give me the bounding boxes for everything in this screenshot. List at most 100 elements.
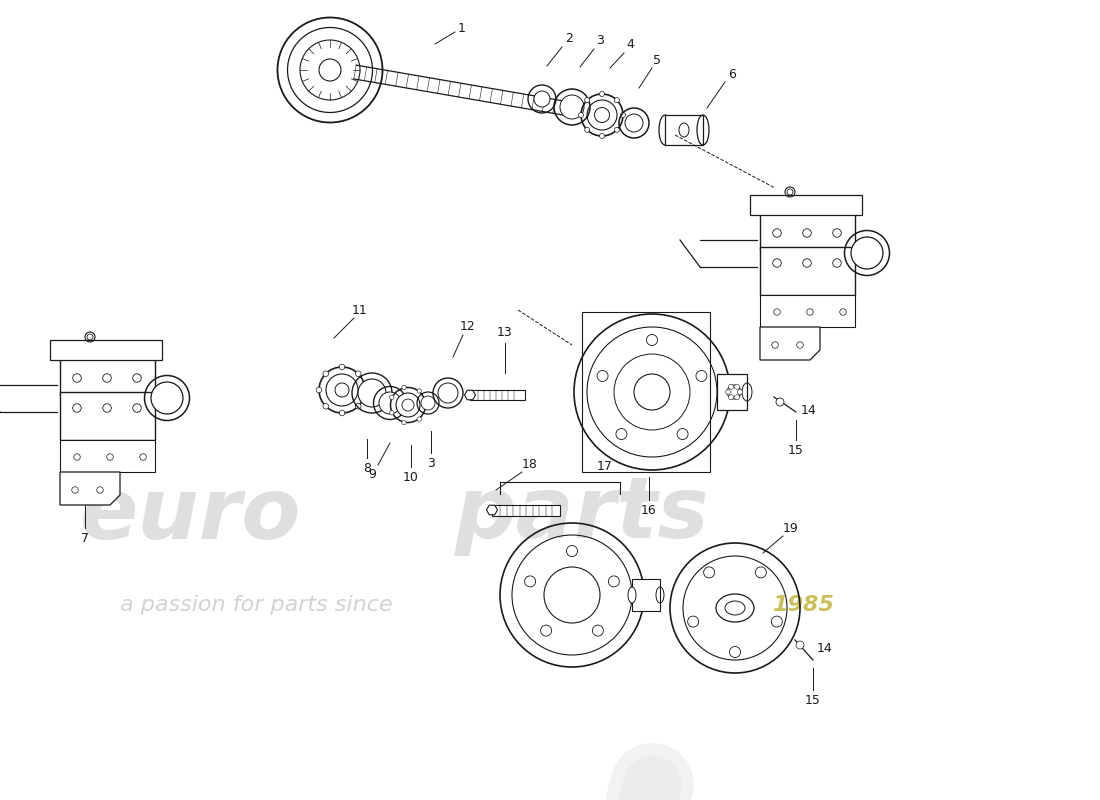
- Circle shape: [616, 429, 627, 439]
- Polygon shape: [760, 327, 820, 360]
- Ellipse shape: [625, 114, 644, 132]
- Circle shape: [593, 625, 604, 636]
- Circle shape: [608, 576, 619, 587]
- Ellipse shape: [379, 392, 401, 414]
- Circle shape: [540, 625, 551, 636]
- Ellipse shape: [336, 383, 349, 397]
- Circle shape: [402, 420, 406, 425]
- Text: 3: 3: [427, 457, 434, 470]
- Text: 8: 8: [363, 462, 371, 474]
- Circle shape: [323, 371, 329, 377]
- Circle shape: [756, 567, 767, 578]
- Ellipse shape: [319, 59, 341, 81]
- Text: 7: 7: [81, 533, 89, 546]
- Text: 4: 4: [626, 38, 634, 51]
- Ellipse shape: [358, 379, 386, 407]
- Text: 18: 18: [522, 458, 538, 470]
- Circle shape: [729, 646, 740, 658]
- Bar: [50, 340, 162, 360]
- Circle shape: [402, 386, 406, 390]
- Circle shape: [735, 394, 739, 400]
- Text: 14: 14: [801, 403, 817, 417]
- Text: 15: 15: [805, 694, 821, 706]
- Circle shape: [316, 387, 322, 393]
- Bar: [717, 374, 747, 410]
- Bar: [760, 247, 855, 295]
- Circle shape: [597, 370, 608, 382]
- Circle shape: [417, 417, 421, 422]
- Circle shape: [614, 127, 619, 132]
- Ellipse shape: [402, 399, 414, 411]
- Circle shape: [696, 370, 707, 382]
- Text: 3: 3: [596, 34, 604, 47]
- Circle shape: [362, 387, 367, 393]
- Ellipse shape: [438, 383, 458, 403]
- Circle shape: [796, 641, 804, 649]
- Circle shape: [585, 98, 590, 102]
- Circle shape: [728, 384, 734, 390]
- Ellipse shape: [679, 123, 689, 137]
- Text: 13: 13: [497, 326, 513, 339]
- Circle shape: [634, 374, 670, 410]
- Bar: [760, 210, 855, 250]
- Circle shape: [771, 616, 782, 627]
- Text: 17: 17: [597, 461, 613, 474]
- Circle shape: [620, 113, 626, 118]
- Text: 14: 14: [817, 642, 833, 654]
- Circle shape: [339, 364, 344, 370]
- Circle shape: [726, 390, 730, 394]
- Circle shape: [417, 389, 421, 393]
- Circle shape: [585, 127, 590, 132]
- Circle shape: [355, 403, 361, 409]
- Circle shape: [735, 384, 739, 390]
- Text: 6: 6: [728, 69, 736, 82]
- Bar: [492, 505, 560, 515]
- Circle shape: [727, 385, 741, 399]
- Circle shape: [600, 91, 605, 97]
- Text: 16: 16: [641, 503, 657, 517]
- Ellipse shape: [786, 189, 793, 195]
- Text: 12: 12: [460, 319, 476, 333]
- Ellipse shape: [594, 107, 609, 122]
- Circle shape: [728, 394, 734, 400]
- Ellipse shape: [87, 334, 94, 340]
- Bar: [60, 392, 155, 440]
- Text: 11: 11: [352, 303, 367, 317]
- Circle shape: [566, 546, 578, 557]
- Text: 1985: 1985: [772, 595, 834, 615]
- Circle shape: [389, 395, 394, 399]
- Bar: [470, 390, 525, 400]
- Circle shape: [579, 113, 583, 118]
- Ellipse shape: [534, 91, 550, 107]
- Circle shape: [424, 402, 428, 407]
- Circle shape: [688, 616, 698, 627]
- Circle shape: [544, 567, 600, 623]
- Bar: [582, 312, 710, 472]
- Circle shape: [525, 576, 536, 587]
- Bar: [632, 579, 660, 611]
- Ellipse shape: [151, 382, 183, 414]
- Bar: [60, 440, 155, 472]
- Text: 2: 2: [565, 33, 573, 46]
- Ellipse shape: [659, 115, 671, 145]
- Text: 19: 19: [783, 522, 799, 534]
- Circle shape: [647, 334, 658, 346]
- Circle shape: [355, 371, 361, 377]
- Text: 1: 1: [458, 22, 466, 34]
- Text: 9: 9: [368, 469, 376, 482]
- Ellipse shape: [851, 237, 883, 269]
- Circle shape: [614, 98, 619, 102]
- Circle shape: [678, 429, 689, 439]
- Circle shape: [339, 410, 344, 416]
- Circle shape: [389, 410, 394, 415]
- Circle shape: [737, 390, 742, 394]
- Ellipse shape: [560, 95, 584, 119]
- Circle shape: [600, 134, 605, 138]
- Ellipse shape: [421, 396, 434, 410]
- Polygon shape: [464, 390, 475, 400]
- Polygon shape: [486, 506, 497, 514]
- Text: parts: parts: [455, 474, 710, 557]
- Text: a passion for parts since: a passion for parts since: [120, 595, 400, 615]
- Circle shape: [776, 398, 784, 406]
- Circle shape: [704, 567, 715, 578]
